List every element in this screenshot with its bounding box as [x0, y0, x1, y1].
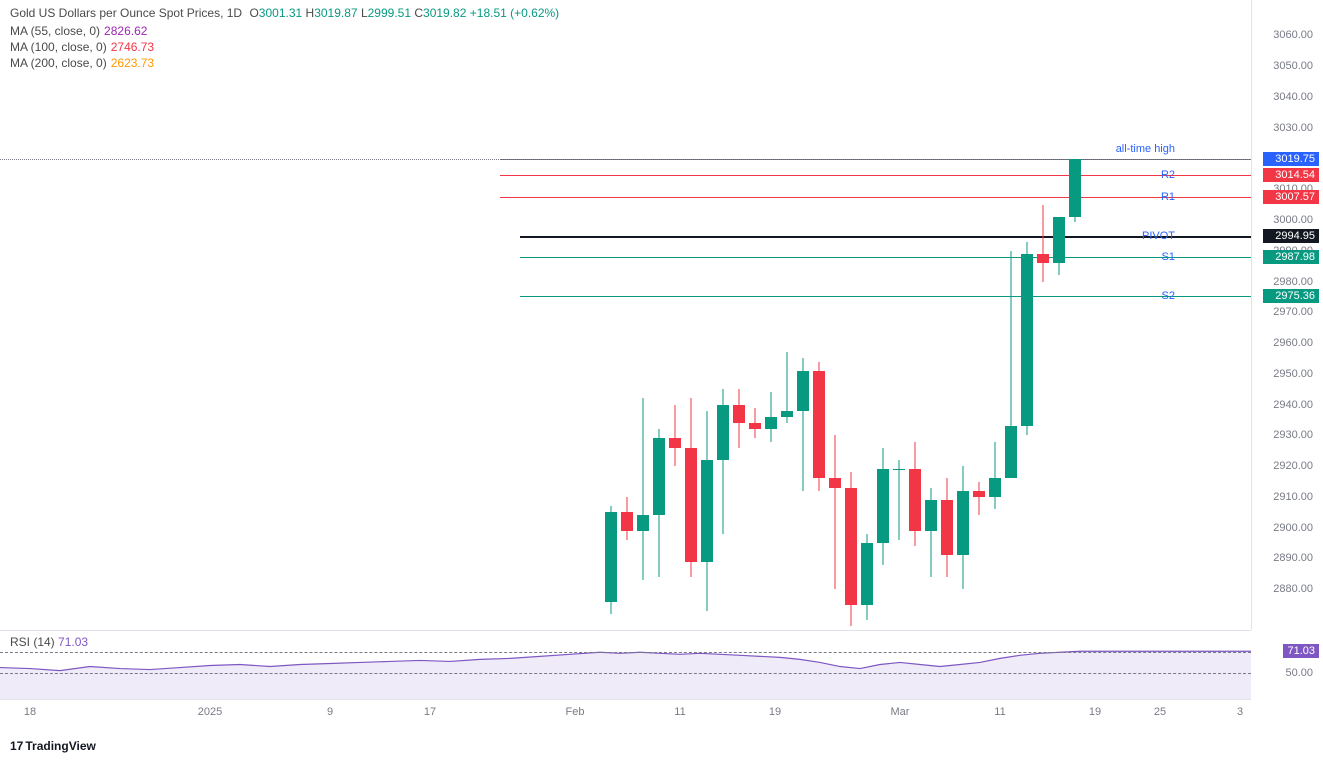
price-tick: 3050.00	[1273, 60, 1313, 72]
price-badge: 3014.54	[1263, 168, 1319, 182]
price-tick: 2970.00	[1273, 306, 1313, 318]
price-tick: 3040.00	[1273, 91, 1313, 103]
pivot-line	[520, 296, 1251, 297]
price-chart-area[interactable]: all-time high R2 R1 PIVOT S1 S2	[0, 0, 1251, 630]
time-tick: 17	[424, 706, 436, 718]
time-tick: 19	[769, 706, 781, 718]
price-tick: 2960.00	[1273, 337, 1313, 349]
price-tick: 2900.00	[1273, 522, 1313, 534]
pivot-label: S1	[1162, 251, 1175, 263]
price-tick: 2940.00	[1273, 399, 1313, 411]
price-badge: 2994.95	[1263, 229, 1319, 243]
price-tick: 2880.00	[1273, 583, 1313, 595]
time-tick: 11	[674, 706, 685, 718]
price-badge: 2975.36	[1263, 289, 1319, 303]
price-tick: 3000.00	[1273, 214, 1313, 226]
time-tick: Mar	[891, 706, 910, 718]
time-tick: 25	[1154, 706, 1166, 718]
time-tick: 3	[1237, 706, 1243, 718]
pivot-label: R1	[1161, 191, 1175, 203]
tradingview-logo: 17TradingView	[10, 739, 96, 753]
rsi-tick: 50.00	[1285, 667, 1313, 679]
price-tick: 3060.00	[1273, 29, 1313, 41]
price-badge: 3019.75	[1263, 152, 1319, 166]
time-tick: 2025	[198, 706, 222, 718]
price-badge: 2987.98	[1263, 250, 1319, 264]
rsi-level-line	[0, 673, 1251, 674]
chart-container: Gold US Dollars per Ounce Spot Prices, 1…	[0, 0, 1323, 769]
pivot-label: R2	[1161, 169, 1175, 181]
time-axis[interactable]: 18 2025 9 17 Feb 11 19 Mar 11 19 25 3	[0, 699, 1251, 729]
rsi-panel[interactable]: RSI (14) 71.03 70.0050.0071.03	[0, 630, 1251, 698]
pivot-label: PIVOT	[1142, 230, 1175, 242]
time-tick: Feb	[566, 706, 585, 718]
time-tick: 9	[327, 706, 333, 718]
price-badge: 3007.57	[1263, 190, 1319, 204]
time-tick: 18	[24, 706, 36, 718]
pivot-line	[520, 257, 1251, 258]
price-tick: 2950.00	[1273, 368, 1313, 380]
price-tick: 2920.00	[1273, 460, 1313, 472]
price-tick: 2930.00	[1273, 429, 1313, 441]
rsi-level-line	[0, 652, 1251, 653]
rsi-badge: 71.03	[1283, 644, 1319, 658]
pivot-label: all-time high	[1116, 143, 1175, 155]
rsi-plot	[0, 631, 1251, 699]
price-tick: 3030.00	[1273, 122, 1313, 134]
time-tick: 11	[994, 706, 1005, 718]
pivot-line	[500, 175, 1251, 176]
pivot-label: S2	[1162, 290, 1175, 302]
price-axis[interactable]: 3060.003050.003040.003030.003020.003010.…	[1251, 0, 1323, 630]
price-tick: 2890.00	[1273, 552, 1313, 564]
time-tick: 19	[1089, 706, 1101, 718]
price-tick: 2910.00	[1273, 491, 1313, 503]
pivot-line	[500, 197, 1251, 198]
pivot-line	[0, 159, 1251, 160]
price-tick: 2980.00	[1273, 276, 1313, 288]
